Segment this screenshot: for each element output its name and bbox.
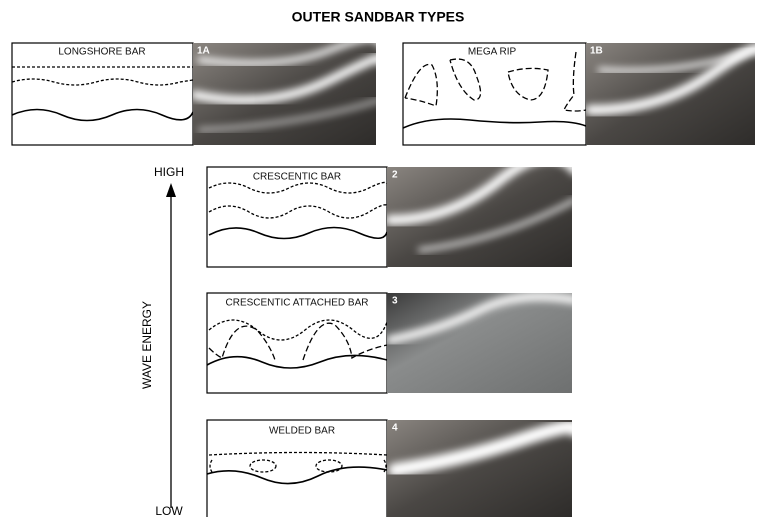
bar-line [11,78,194,86]
panel-id: 1B [590,46,603,57]
bar-line [208,451,388,456]
panel: CRESCENTIC BAR 2 [206,166,572,268]
photo [387,167,572,267]
photo [586,43,755,145]
shoreline [208,226,388,240]
shoreline [206,466,388,485]
bar-line [208,319,388,341]
panel-label: CRESCENTIC BAR [253,172,341,183]
arrow-head [166,183,176,197]
sketch-box [402,42,587,146]
panel: LONGSHORE BAR 1A [11,42,376,146]
panel-id: 2 [392,170,398,181]
rip [404,63,438,107]
bar-line [208,181,388,194]
attached-bar [302,322,388,361]
rip [563,51,587,112]
panel-label: LONGSHORE BAR [58,47,145,58]
bar-pocket [249,459,277,473]
shoreline [402,118,587,129]
photo [387,420,572,517]
axis-high: HIGH [154,165,184,179]
bar-pocket [209,459,213,473]
shoreline [206,354,388,369]
sketch-box [11,42,194,146]
panel-id: 4 [392,423,398,434]
axis-low: LOW [155,504,183,517]
panel-label: CRESCENTIC ATTACHED BAR [226,298,369,309]
panel-label: WELDED BAR [269,426,335,437]
attached-bar [208,325,276,361]
bar-line [208,204,388,219]
rip [449,58,482,101]
panel: CRESCENTIC ATTACHED BAR 3 [206,292,572,394]
axis-label: WAVE ENERGY [140,301,154,389]
photo [387,293,572,393]
wave-energy-axis: HIGH LOW WAVE ENERGY [140,165,184,517]
shoreline [11,108,194,122]
title: OUTER SANDBAR TYPES [292,9,465,25]
panel-id: 3 [392,296,398,307]
photo [193,43,376,145]
panel: MEGA RIP 1B [402,42,755,146]
bar-pocket [383,459,387,473]
sketch-box [206,292,388,394]
rip [507,67,549,101]
panel-id: 1A [197,46,210,57]
panel: WELDED BAR 4 [206,419,572,517]
panel-label: MEGA RIP [468,47,517,58]
